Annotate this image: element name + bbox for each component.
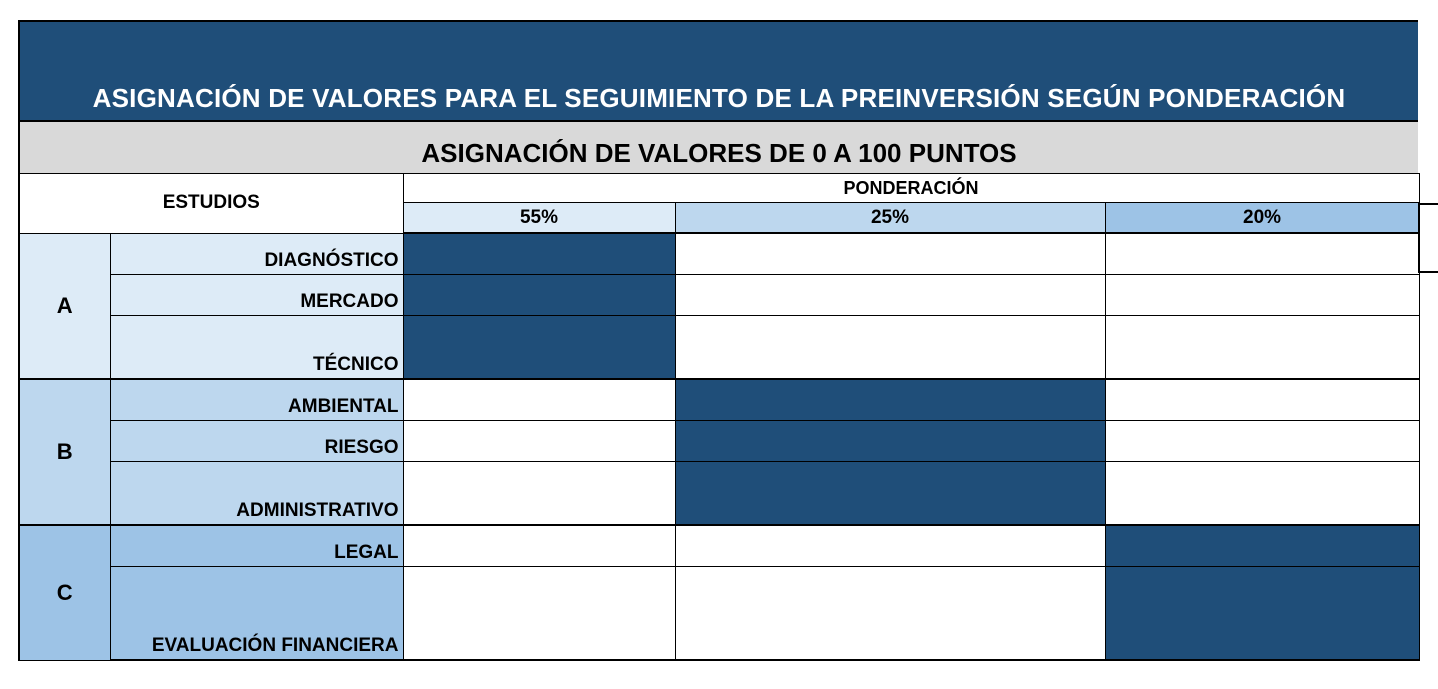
- weighting-table: ESTUDIOS PONDERACIÓN 55% 25% 20% A DIAGN…: [18, 173, 1420, 661]
- study-evaluacion-financiera: EVALUACIÓN FINANCIERA: [109, 565, 404, 661]
- cell-legal-20[interactable]: [1104, 524, 1420, 567]
- cell-mercado-25[interactable]: [674, 273, 1106, 316]
- subtitle-banner: ASIGNACIÓN DE VALORES DE 0 A 100 PUNTOS: [18, 120, 1418, 173]
- cell-diagnostico-25[interactable]: [674, 232, 1106, 275]
- cell-legal-55[interactable]: [402, 524, 676, 567]
- group-b-letter: B: [18, 378, 111, 526]
- cell-evaluacion-financiera-55[interactable]: [402, 565, 676, 661]
- group-a-letter: A: [18, 232, 111, 380]
- study-mercado: MERCADO: [109, 273, 404, 316]
- cell-mercado-55[interactable]: [402, 273, 676, 316]
- header-weighting: PONDERACIÓN: [402, 173, 1420, 203]
- cell-tecnico-55[interactable]: [402, 314, 676, 380]
- study-ambiental: AMBIENTAL: [109, 378, 404, 421]
- study-administrativo: ADMINISTRATIVO: [109, 460, 404, 526]
- study-legal: LEGAL: [109, 524, 404, 567]
- cell-administrativo-25[interactable]: [674, 460, 1106, 526]
- cell-evaluacion-financiera-25[interactable]: [674, 565, 1106, 661]
- study-riesgo: RIESGO: [109, 419, 404, 462]
- study-tecnico: TÉCNICO: [109, 314, 404, 380]
- title-banner: ASIGNACIÓN DE VALORES PARA EL SEGUIMIENT…: [18, 20, 1418, 120]
- weight-25: 25%: [674, 202, 1106, 234]
- spreadsheet: ASIGNACIÓN DE VALORES PARA EL SEGUIMIENT…: [18, 20, 1420, 661]
- group-c-letter: C: [18, 524, 111, 661]
- cell-mercado-20[interactable]: [1104, 273, 1420, 316]
- cell-ambiental-25[interactable]: [674, 378, 1106, 421]
- cell-riesgo-25[interactable]: [674, 419, 1106, 462]
- weight-20: 20%: [1104, 202, 1420, 234]
- cell-ambiental-20[interactable]: [1104, 378, 1420, 421]
- cell-riesgo-55[interactable]: [402, 419, 676, 462]
- cell-legal-25[interactable]: [674, 524, 1106, 567]
- cell-evaluacion-financiera-20[interactable]: [1104, 565, 1420, 661]
- sheet-subtitle: ASIGNACIÓN DE VALORES DE 0 A 100 PUNTOS: [421, 138, 1017, 168]
- cell-riesgo-20[interactable]: [1104, 419, 1420, 462]
- cell-administrativo-20[interactable]: [1104, 460, 1420, 526]
- sheet-title: ASIGNACIÓN DE VALORES PARA EL SEGUIMIENT…: [92, 83, 1346, 113]
- header-studies: ESTUDIOS: [18, 173, 404, 234]
- study-diagnostico: DIAGNÓSTICO: [109, 232, 404, 275]
- cell-diagnostico-20[interactable]: [1104, 232, 1420, 275]
- cell-tecnico-20[interactable]: [1104, 314, 1420, 380]
- cell-ambiental-55[interactable]: [402, 378, 676, 421]
- cell-tecnico-25[interactable]: [674, 314, 1106, 380]
- side-border-box: [1418, 203, 1438, 273]
- cell-administrativo-55[interactable]: [402, 460, 676, 526]
- weight-55: 55%: [402, 202, 676, 234]
- cell-diagnostico-55[interactable]: [402, 232, 676, 275]
